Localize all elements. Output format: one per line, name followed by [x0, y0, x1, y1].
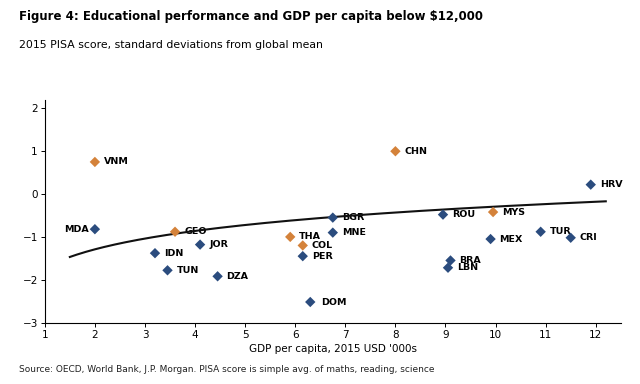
Text: MEX: MEX: [500, 235, 523, 243]
Text: THA: THA: [300, 232, 321, 242]
Point: [298, 242, 308, 248]
Point: [150, 250, 160, 256]
Point: [438, 212, 448, 218]
Point: [298, 253, 308, 259]
Text: MYS: MYS: [502, 208, 525, 217]
Point: [390, 148, 401, 154]
Point: [305, 299, 316, 305]
Point: [285, 234, 295, 240]
Text: 2015 PISA score, standard deviations from global mean: 2015 PISA score, standard deviations fro…: [19, 40, 323, 50]
Point: [212, 273, 223, 280]
Text: CRI: CRI: [580, 233, 598, 242]
Text: DZA: DZA: [227, 272, 248, 281]
Point: [443, 265, 453, 271]
Text: TUN: TUN: [177, 266, 199, 275]
Point: [566, 235, 576, 241]
Text: IDN: IDN: [164, 249, 184, 258]
Text: GEO: GEO: [184, 227, 207, 236]
Text: LBN: LBN: [457, 263, 478, 272]
Point: [445, 257, 456, 263]
Text: HRV: HRV: [600, 180, 622, 189]
Text: JOR: JOR: [209, 240, 228, 249]
Point: [90, 226, 100, 232]
Text: VNM: VNM: [104, 157, 129, 166]
Point: [536, 229, 546, 235]
Point: [328, 215, 338, 221]
Text: PER: PER: [312, 252, 333, 261]
Text: Source: OECD, World Bank, J.P. Morgan. PISA score is simple avg. of maths, readi: Source: OECD, World Bank, J.P. Morgan. P…: [19, 366, 435, 374]
Text: BRA: BRA: [460, 256, 481, 265]
Text: MDA: MDA: [64, 225, 89, 234]
Text: TUR: TUR: [550, 227, 572, 236]
Text: BGR: BGR: [342, 213, 364, 222]
Text: MNE: MNE: [342, 228, 366, 237]
Point: [488, 209, 498, 215]
Point: [586, 182, 596, 188]
Text: CHN: CHN: [404, 147, 428, 156]
Text: Figure 4: Educational performance and GDP per capita below $12,000: Figure 4: Educational performance and GD…: [19, 10, 483, 23]
Text: DOM: DOM: [321, 298, 347, 306]
Point: [328, 230, 338, 236]
Point: [163, 267, 173, 273]
Point: [195, 242, 205, 248]
Point: [486, 236, 496, 242]
Point: [90, 159, 100, 165]
X-axis label: GDP per capita, 2015 USD '000s: GDP per capita, 2015 USD '000s: [249, 344, 417, 354]
Text: COL: COL: [312, 241, 333, 250]
Point: [170, 229, 180, 235]
Text: ROU: ROU: [452, 210, 475, 219]
